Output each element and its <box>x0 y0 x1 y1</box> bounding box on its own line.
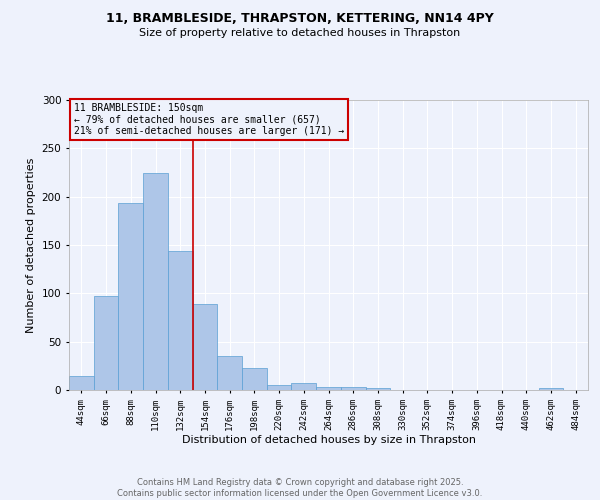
Y-axis label: Number of detached properties: Number of detached properties <box>26 158 36 332</box>
Bar <box>365 388 390 390</box>
Bar <box>69 376 94 390</box>
Bar <box>539 388 563 390</box>
Text: Contains HM Land Registry data © Crown copyright and database right 2025.
Contai: Contains HM Land Registry data © Crown c… <box>118 478 482 498</box>
Text: 11, BRAMBLESIDE, THRAPSTON, KETTERING, NN14 4PY: 11, BRAMBLESIDE, THRAPSTON, KETTERING, N… <box>106 12 494 26</box>
Bar <box>118 204 143 390</box>
Bar <box>168 251 193 390</box>
Bar <box>292 383 316 390</box>
Text: Size of property relative to detached houses in Thrapston: Size of property relative to detached ho… <box>139 28 461 38</box>
Bar <box>316 387 341 390</box>
Bar <box>242 368 267 390</box>
Text: 11 BRAMBLESIDE: 150sqm
← 79% of detached houses are smaller (657)
21% of semi-de: 11 BRAMBLESIDE: 150sqm ← 79% of detached… <box>74 103 344 136</box>
Bar <box>267 385 292 390</box>
Bar <box>341 387 365 390</box>
Bar <box>193 304 217 390</box>
Bar <box>143 174 168 390</box>
X-axis label: Distribution of detached houses by size in Thrapston: Distribution of detached houses by size … <box>182 436 476 446</box>
Bar <box>94 296 118 390</box>
Bar <box>217 356 242 390</box>
